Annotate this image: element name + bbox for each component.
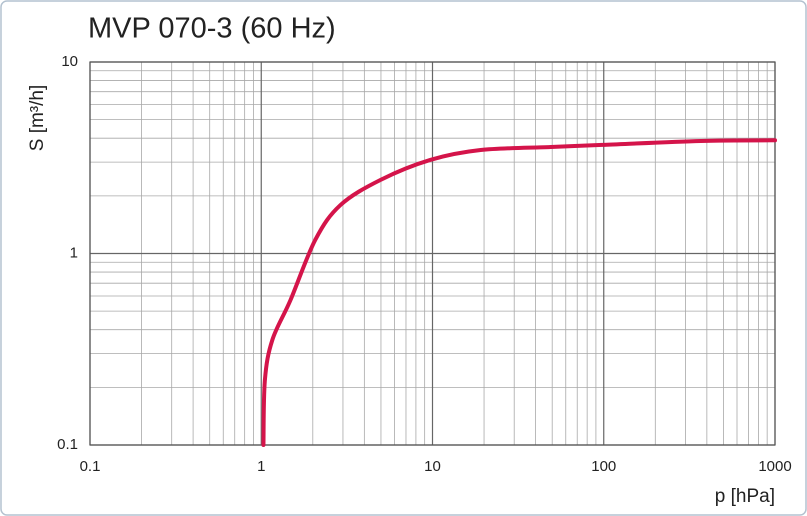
x-tick-label: 10 xyxy=(424,458,441,475)
y-tick-label: 1 xyxy=(70,244,78,261)
plot-border xyxy=(89,61,776,446)
x-axis-label: p [hPa] xyxy=(715,486,775,507)
x-tick-label: 1000 xyxy=(758,458,791,475)
y-axis-label: S [m³/h] xyxy=(27,85,48,152)
y-tick-label: 10 xyxy=(61,53,78,70)
x-tick-label: 1 xyxy=(257,458,265,475)
x-tick-label: 0.1 xyxy=(80,458,101,475)
curve xyxy=(261,138,777,447)
x-tick-label: 100 xyxy=(591,458,616,475)
y-tick-label: 0.1 xyxy=(57,436,78,453)
chart-title: MVP 070-3 (60 Hz) xyxy=(88,13,336,45)
